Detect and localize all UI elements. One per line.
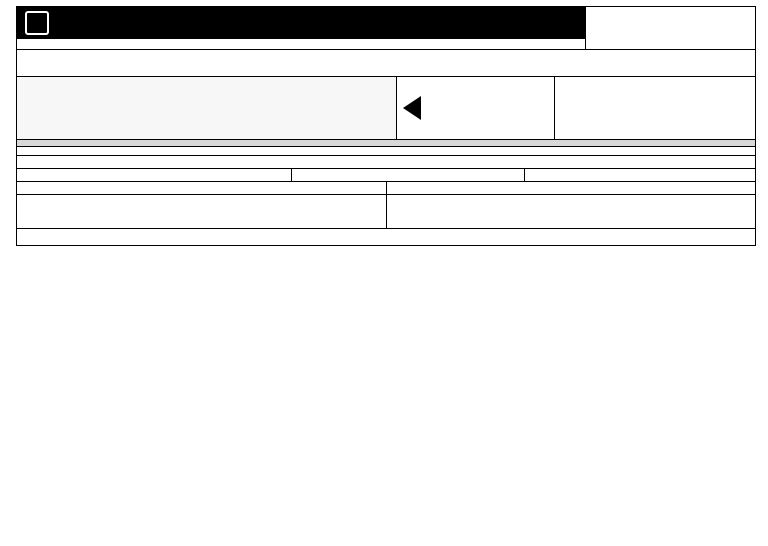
dept-bar: [17, 7, 585, 39]
field-primary-phone: [17, 195, 387, 228]
field-dob: [525, 169, 755, 181]
row-phones: [17, 195, 755, 229]
header-row: [17, 7, 755, 50]
mail-row: [17, 77, 755, 140]
date-mailed-cell: [555, 77, 755, 139]
form-page: [0, 0, 768, 246]
field-service-number: [17, 182, 387, 194]
address-window: [17, 77, 397, 139]
important-paragraph: [17, 50, 755, 77]
field-vafile: [292, 169, 525, 181]
section-1-header: [17, 140, 755, 147]
row-ssn-va-dob: [17, 169, 755, 182]
row-svc-email: [17, 182, 755, 195]
field-alt-phone: [387, 195, 755, 228]
form-outer: [16, 6, 756, 246]
field-ssn: [17, 169, 292, 181]
form-title: [17, 39, 585, 49]
header-left: [17, 7, 585, 49]
section-1-note: [17, 147, 755, 156]
field-email: [387, 182, 755, 194]
left-arrow-icon: [403, 96, 421, 120]
date-stamp-box: [585, 7, 755, 49]
field-name: [17, 156, 755, 169]
station-address-label: [397, 77, 555, 139]
address-street-line: [17, 234, 755, 245]
va-logo-icon: [25, 11, 49, 35]
